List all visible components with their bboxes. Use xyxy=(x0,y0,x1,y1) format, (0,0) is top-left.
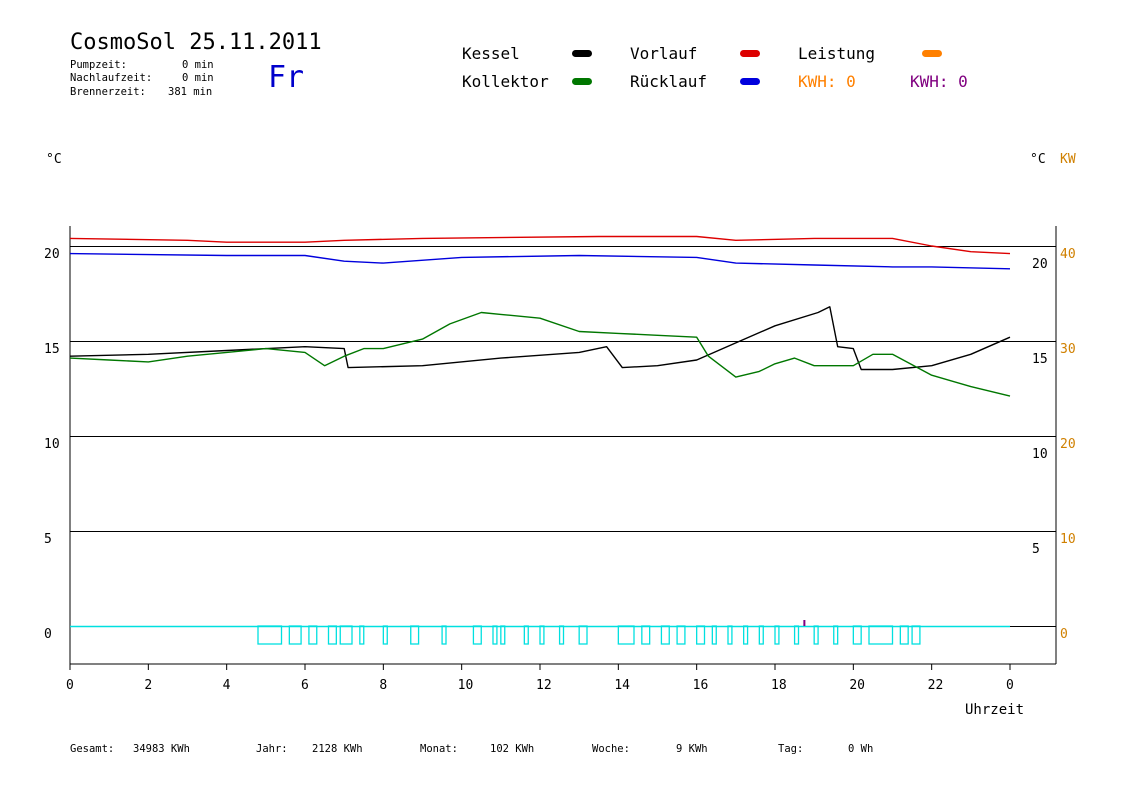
right-kw-tick-label: 0 xyxy=(1060,627,1068,642)
pump-interval xyxy=(833,625,839,645)
inner-right-tick-label: 15 xyxy=(1032,352,1048,367)
x-tick-label: 22 xyxy=(928,678,944,693)
pump-interval xyxy=(660,625,670,645)
pump-interval xyxy=(288,625,302,645)
legend-kwh-orange: KWH: 0 xyxy=(798,72,856,91)
legend-leistung-label: Leistung xyxy=(798,44,876,63)
x-tick-label: 12 xyxy=(536,678,552,693)
legend-vorlauf-swatch xyxy=(740,50,760,57)
footer-tag-value: 0 Wh xyxy=(848,743,874,755)
left-tick-label: 0 xyxy=(44,627,52,642)
x-tick-label: 14 xyxy=(614,678,630,693)
x-tick-label: 4 xyxy=(223,678,231,693)
legend-kollektor-label: Kollektor xyxy=(462,72,549,91)
weekday-label: Fr xyxy=(268,60,305,95)
pump-interval xyxy=(308,625,318,645)
left-tick-label: 5 xyxy=(44,532,52,547)
legend-kwh-purple: KWH: 0 xyxy=(910,72,968,91)
x-tick-label: 16 xyxy=(693,678,709,693)
series-line-kessel xyxy=(69,306,1011,371)
x-tick-label: 0 xyxy=(66,678,74,693)
pump-interval xyxy=(523,625,529,645)
x-tick-label: 20 xyxy=(849,678,865,693)
pump-interval xyxy=(558,625,565,645)
pump-interval xyxy=(727,625,733,645)
footer-woche-value: 9 KWh xyxy=(676,743,708,755)
footer-monat-label: Monat: xyxy=(420,743,458,755)
pump-interval xyxy=(743,625,749,645)
pump-interval xyxy=(500,625,506,645)
stat-nachlaufzeit-value: 0 min xyxy=(182,72,214,84)
pump-interval xyxy=(441,625,447,645)
pump-interval xyxy=(617,625,635,645)
x-tick-label: 8 xyxy=(379,678,387,693)
pump-interval xyxy=(382,625,388,645)
stat-pumpzeit-value: 0 min xyxy=(182,59,214,71)
footer-jahr-label: Jahr: xyxy=(256,743,288,755)
inner-right-tick-label: 5 xyxy=(1032,542,1040,557)
pump-interval xyxy=(472,625,482,645)
x-axis-label: Uhrzeit xyxy=(965,702,1025,718)
footer-gesamt-label: Gesamt: xyxy=(70,743,115,755)
legend-vorlauf-label: Vorlauf xyxy=(630,44,698,63)
right-kw-tick-label: 30 xyxy=(1060,342,1076,357)
pump-interval xyxy=(539,625,545,645)
legend-kessel-swatch xyxy=(572,50,592,57)
pump-interval xyxy=(852,625,862,645)
pump-interval xyxy=(641,625,651,645)
x-tick-label: 0 xyxy=(1006,678,1014,693)
x-tick-label: 18 xyxy=(771,678,787,693)
footer-gesamt-value: 34983 KWh xyxy=(133,743,190,755)
legend-ruecklauf-swatch xyxy=(740,78,760,85)
x-tick-label: 2 xyxy=(144,678,152,693)
stat-brennerzeit-label: Brennerzeit: xyxy=(70,86,146,98)
pump-interval xyxy=(868,625,894,645)
pump-interval xyxy=(339,625,353,645)
footer-monat-value: 102 KWh xyxy=(490,743,535,755)
inner-right-tick-label: 20 xyxy=(1032,257,1048,272)
pump-interval xyxy=(492,625,498,645)
right-kw-tick-label: 40 xyxy=(1060,247,1076,262)
series-line-vorlauf xyxy=(69,235,1011,255)
footer-jahr-value: 2128 KWh xyxy=(312,743,363,755)
pump-interval xyxy=(758,625,764,645)
series-line-rcklauf xyxy=(69,252,1011,270)
pump-interval xyxy=(813,625,819,645)
stat-nachlaufzeit-label: Nachlaufzeit: xyxy=(70,72,153,84)
pump-interval xyxy=(676,625,686,645)
pump-interval xyxy=(410,625,420,645)
pump-interval xyxy=(696,625,706,645)
right-axis-unit: °C xyxy=(1030,152,1046,167)
pump-interval xyxy=(774,625,780,645)
left-tick-label: 10 xyxy=(44,437,60,452)
legend-kessel-label: Kessel xyxy=(462,44,520,63)
left-tick-label: 15 xyxy=(44,342,60,357)
left-tick-label: 20 xyxy=(44,247,60,262)
stat-pumpzeit-label: Pumpzeit: xyxy=(70,59,127,71)
legend-leistung-swatch xyxy=(922,50,942,57)
stat-brennerzeit-value: 381 min xyxy=(168,86,213,98)
footer-woche-label: Woche: xyxy=(592,743,630,755)
pump-interval xyxy=(359,625,365,645)
right-kw-tick-label: 10 xyxy=(1060,532,1076,547)
series-line-kollektor xyxy=(69,311,1011,397)
x-tick-label: 10 xyxy=(458,678,474,693)
footer-tag-label: Tag: xyxy=(778,743,804,755)
pump-interval xyxy=(711,625,717,645)
pump-interval xyxy=(327,625,337,645)
pump-interval xyxy=(793,625,800,645)
x-tick-label: 6 xyxy=(301,678,309,693)
right-axis-unit-kw: KW xyxy=(1060,152,1076,167)
right-kw-tick-label: 20 xyxy=(1060,437,1076,452)
page-title: CosmoSol 25.11.2011 xyxy=(70,30,322,55)
pump-interval xyxy=(257,625,283,645)
pump-interval xyxy=(899,625,909,645)
left-axis-unit: °C xyxy=(46,152,62,167)
legend-ruecklauf-label: Rücklauf xyxy=(630,72,708,91)
legend-kollektor-swatch xyxy=(572,78,592,85)
inner-right-tick-label: 10 xyxy=(1032,447,1048,462)
pump-interval xyxy=(911,625,921,645)
pump-interval xyxy=(578,625,588,645)
